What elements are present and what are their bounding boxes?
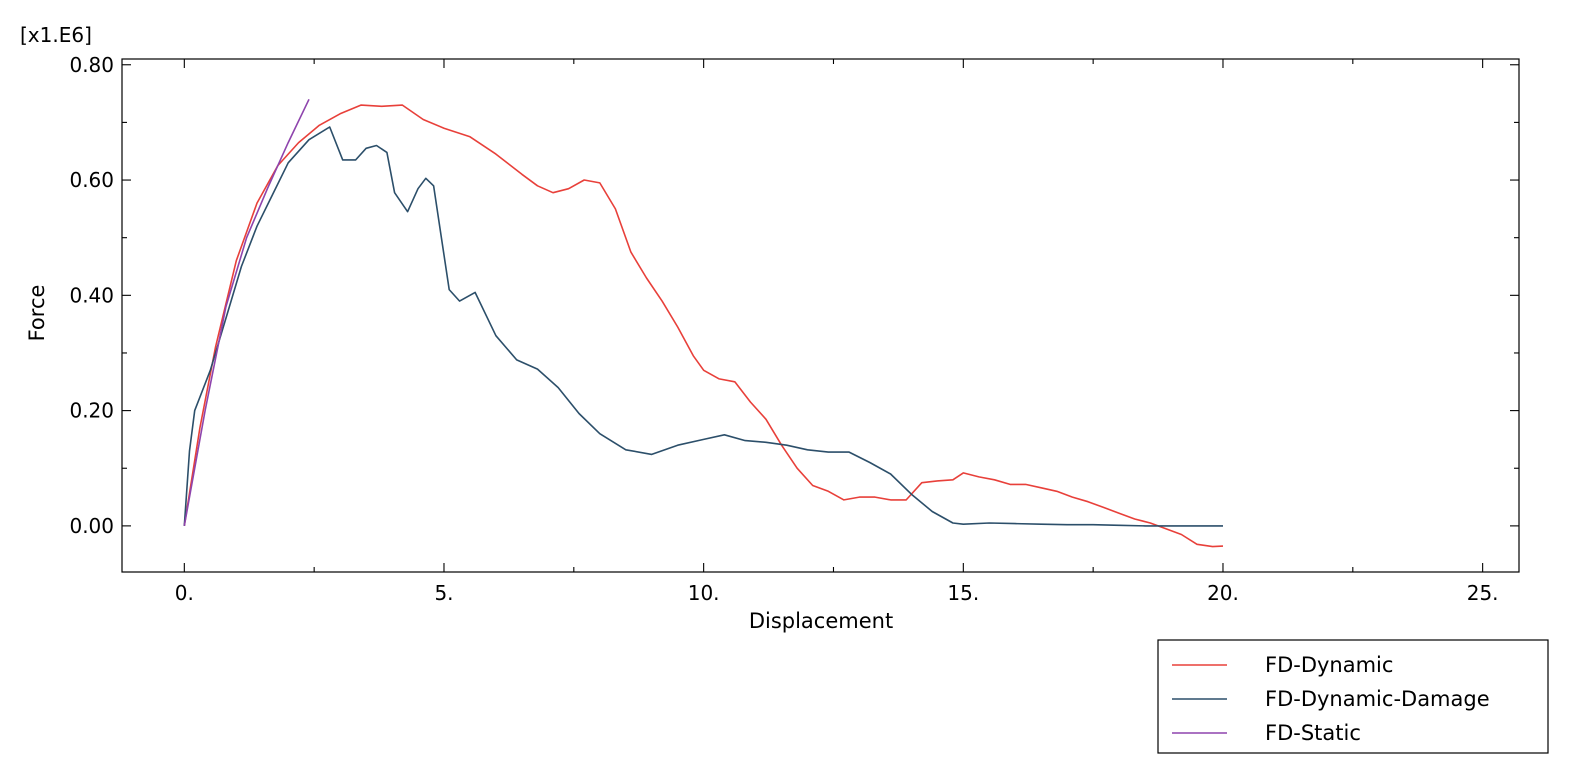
legend: FD-Dynamic FD-Dynamic-Damage FD-Static <box>1157 639 1549 754</box>
x-tick-label: 5. <box>434 581 453 605</box>
y-tick-label: 0.80 <box>69 53 114 77</box>
y-axis-title: Force <box>25 285 49 342</box>
x-tick-label: 0. <box>175 581 194 605</box>
y-tick-label: 0.60 <box>69 168 114 192</box>
legend-label: FD-Static <box>1265 721 1361 745</box>
legend-label: FD-Dynamic <box>1265 653 1393 677</box>
y-tick-label: 0.40 <box>69 283 114 307</box>
legend-label: FD-Dynamic-Damage <box>1265 687 1490 711</box>
y-tick-label: 0.20 <box>69 399 114 423</box>
x-tick-label: 25. <box>1467 581 1499 605</box>
y-tick-label: 0.00 <box>69 514 114 538</box>
series-line-3 <box>183 98 310 527</box>
x-tick-label: 15. <box>947 581 979 605</box>
x-axis-title: Displacement <box>749 609 893 633</box>
series-line-2 <box>183 126 1223 527</box>
axis-ticks: 0. 5. 10. 15. 20. 25. 0.00 0.20 0.40 0.60 0.80 <box>69 53 1519 605</box>
series-lines <box>183 98 1224 548</box>
y-axis-multiplier-label: [x1.E6] <box>20 23 92 47</box>
x-tick-label: 20. <box>1207 581 1239 605</box>
legend-box <box>1157 639 1549 754</box>
series-line-1 <box>183 104 1224 548</box>
x-tick-label: 10. <box>688 581 720 605</box>
plot-area-frame <box>121 58 1520 573</box>
